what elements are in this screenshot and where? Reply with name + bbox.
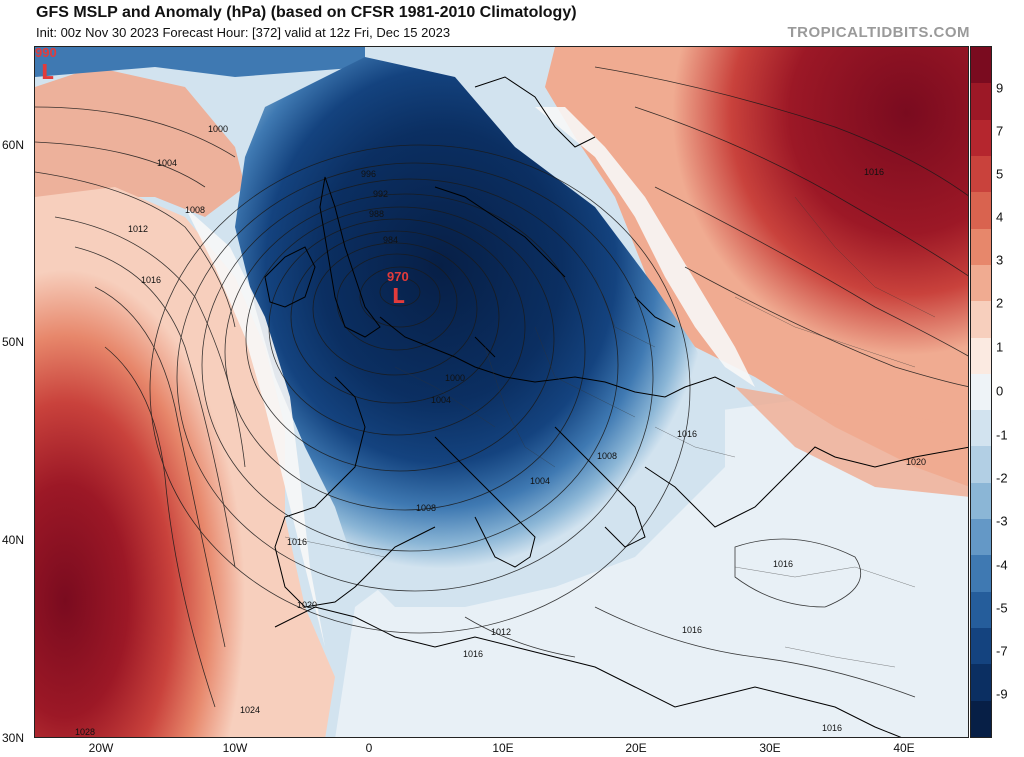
isobar-label: 1016 xyxy=(773,559,793,569)
map-panel[interactable]: 1000 1004 1008 1012 1016 996 992 988 984… xyxy=(34,46,969,738)
map-title: GFS MSLP and Anomaly (hPa) (based on CFS… xyxy=(36,4,577,21)
colorbar-label: 0 xyxy=(996,383,1004,399)
country-borders xyxy=(284,196,936,668)
brand-watermark[interactable]: TROPICALTIDBITS.COM xyxy=(787,24,970,41)
colorbar-label: 7 xyxy=(996,123,1004,139)
isobar-label: 1012 xyxy=(491,627,511,637)
colorbar-label: -1 xyxy=(996,427,1008,443)
northeast-warm-anomaly xyxy=(545,47,968,487)
colorbar-cell xyxy=(971,47,991,84)
colorbar-label: 9 xyxy=(996,80,1004,96)
colorbar-cell xyxy=(971,83,991,121)
lon-label-10e: 10E xyxy=(492,741,514,755)
isobar-label: 996 xyxy=(361,169,376,179)
blacksea-warm-anomaly xyxy=(735,387,968,497)
neutral-band-east xyxy=(535,107,755,387)
colorbar-cell xyxy=(971,482,991,520)
isobar-label: 992 xyxy=(373,189,388,199)
colorbar-cell xyxy=(971,591,991,629)
isobar-label: 984 xyxy=(383,235,398,245)
isobar-label: 1020 xyxy=(297,600,317,610)
isobar-label: 1028 xyxy=(75,727,95,737)
isobar-label: 1016 xyxy=(141,275,161,285)
low-pressure-center-main[interactable]: 970 L xyxy=(387,269,409,308)
lon-label-20e: 20E xyxy=(625,741,647,755)
colorbar-cell xyxy=(971,228,991,266)
colorbar-cell xyxy=(971,555,991,593)
anomaly-map: 1000 1004 1008 1012 1016 996 992 988 984… xyxy=(35,47,968,737)
low-letter: L xyxy=(392,284,405,308)
low-pressure-center-nw[interactable]: 990 L xyxy=(35,47,57,84)
colorbar-label: -7 xyxy=(996,643,1008,659)
atlantic-warm-anomaly xyxy=(35,187,335,737)
low-letter: L xyxy=(41,60,54,84)
colorbar-label: -2 xyxy=(996,470,1008,486)
isobar-labels: 1000 1004 1008 1012 1016 996 992 988 984… xyxy=(75,124,926,737)
isobar-label: 1012 xyxy=(128,224,148,234)
low-value: 970 xyxy=(387,269,409,284)
colorbar-cell xyxy=(971,373,991,411)
isobar-label: 1016 xyxy=(463,649,483,659)
lat-label-50n: 50N xyxy=(2,335,25,349)
low-value: 990 xyxy=(35,47,57,60)
isobar-label: 1020 xyxy=(906,457,926,467)
colorbar-cell xyxy=(971,192,991,230)
map-subtitle: Init: 00z Nov 30 2023 Forecast Hour: [37… xyxy=(36,25,451,40)
colorbar-cell xyxy=(971,337,991,375)
colorbar-label: -5 xyxy=(996,600,1008,616)
colorbar-label: 4 xyxy=(996,209,1004,225)
colorbar-label: -9 xyxy=(996,686,1008,702)
colorbar-label: 2 xyxy=(996,295,1004,311)
isobar-label: 1008 xyxy=(416,503,436,513)
colorbar-label: -4 xyxy=(996,557,1008,573)
isobar-label: 1008 xyxy=(185,205,205,215)
lon-label-30e: 30E xyxy=(759,741,781,755)
north-cold-anomaly xyxy=(35,47,365,77)
southeast-weak-anomaly xyxy=(335,377,968,737)
isobar-label: 1024 xyxy=(240,705,260,715)
lon-label-0: 0 xyxy=(365,741,373,755)
colorbar-label: 5 xyxy=(996,166,1004,182)
isobar-contours xyxy=(35,66,968,708)
colorbar-cell xyxy=(971,700,991,738)
anomaly-colorbar xyxy=(970,46,992,738)
colorbar-cell xyxy=(971,446,991,484)
colorbar-cell xyxy=(971,155,991,193)
colorbar-cell xyxy=(971,410,991,447)
lat-label-60n: 60N xyxy=(2,138,25,152)
colorbar-cell xyxy=(971,628,991,665)
deep-low-anomaly xyxy=(235,57,725,607)
isobar-label: 1008 xyxy=(597,451,617,461)
header: GFS MSLP and Anomaly (hPa) (based on CFS… xyxy=(0,0,1024,46)
isobar-label: 1000 xyxy=(445,373,465,383)
isobar-label: 1016 xyxy=(864,167,884,177)
isobar-label: 1016 xyxy=(822,723,842,733)
isobar-label: 1016 xyxy=(682,625,702,635)
lat-label-40n: 40N xyxy=(2,533,25,547)
colorbar-label: 3 xyxy=(996,252,1004,268)
lat-label-30n: 30N xyxy=(2,731,25,745)
isobar-label: 1004 xyxy=(431,395,451,405)
colorbar-cell xyxy=(971,301,991,339)
lon-label-40e: 40E xyxy=(893,741,915,755)
colorbar-label: -3 xyxy=(996,513,1008,529)
colorbar-cell xyxy=(971,519,991,556)
colorbar-cell xyxy=(971,264,991,302)
isobar-label: 1004 xyxy=(157,158,177,168)
lon-label-20w: 20W xyxy=(88,741,114,755)
colorbar-label: 1 xyxy=(996,339,1004,355)
colorbar-cell xyxy=(971,664,991,702)
lon-label-10w: 10W xyxy=(222,741,248,755)
colorbar-cell xyxy=(971,119,991,157)
isobar-label: 1016 xyxy=(677,429,697,439)
isobar-label: 988 xyxy=(369,209,384,219)
isobar-label: 1000 xyxy=(208,124,228,134)
isobar-label: 1004 xyxy=(530,476,550,486)
isobar-label: 1016 xyxy=(287,537,307,547)
coastlines xyxy=(264,76,968,737)
